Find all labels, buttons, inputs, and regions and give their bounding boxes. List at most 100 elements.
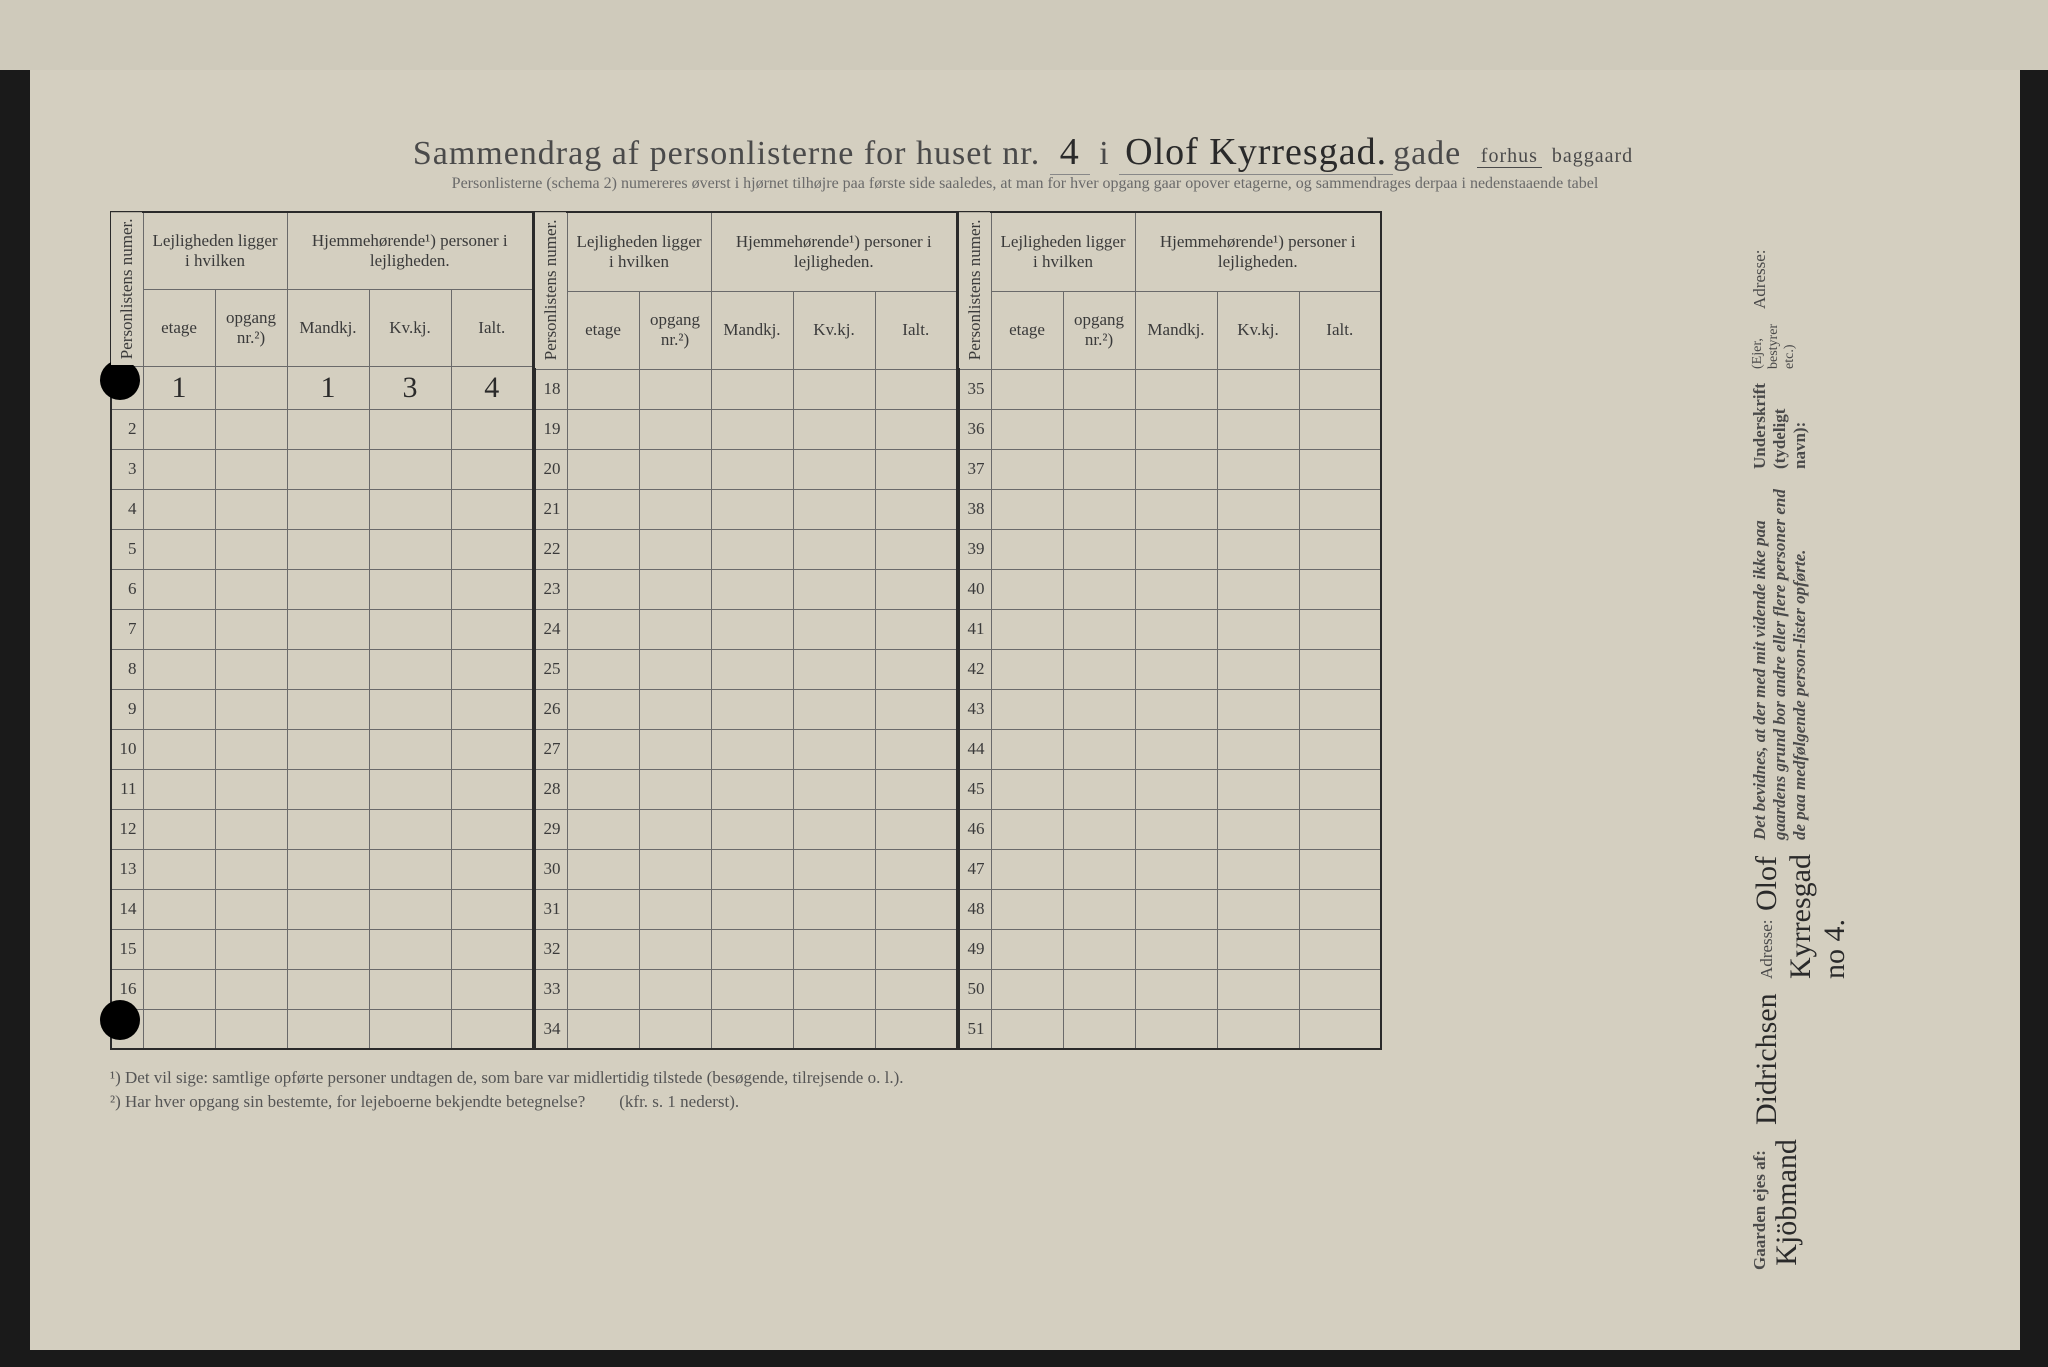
cell-etage xyxy=(567,929,639,969)
cell-ialt xyxy=(875,929,957,969)
row-number: 11 xyxy=(111,769,143,809)
row-number: 36 xyxy=(959,409,991,449)
cell-kvkj xyxy=(793,409,875,449)
cell-ialt xyxy=(875,769,957,809)
cell-opgang xyxy=(215,769,287,809)
cell-mandkj xyxy=(711,649,793,689)
cell-etage xyxy=(567,369,639,409)
cell-ialt xyxy=(451,969,533,1009)
cell-etage xyxy=(567,449,639,489)
row-number: 12 xyxy=(111,809,143,849)
table-row: 17 xyxy=(111,1009,533,1049)
row-number: 8 xyxy=(111,649,143,689)
cell-etage xyxy=(991,409,1063,449)
cell-mandkj xyxy=(1135,409,1217,449)
cell-ialt: 4 xyxy=(451,366,533,409)
cell-mandkj xyxy=(711,849,793,889)
cell-opgang xyxy=(639,489,711,529)
cell-mandkj xyxy=(287,689,369,729)
cell-opgang xyxy=(215,929,287,969)
table-row: 50 xyxy=(959,969,1381,1009)
cell-etage xyxy=(991,569,1063,609)
table-row: 33 xyxy=(535,969,957,1009)
row-number: 40 xyxy=(959,569,991,609)
col-group-lejlighed: Lejligheden ligger i hvilken xyxy=(567,212,711,291)
cell-opgang xyxy=(1063,769,1135,809)
cell-opgang xyxy=(639,889,711,929)
cell-opgang xyxy=(1063,849,1135,889)
owner-label: Gaarden ejes af: Kjöbmand xyxy=(1750,1139,1804,1270)
title-suffix: gade xyxy=(1393,135,1461,172)
cell-opgang xyxy=(639,569,711,609)
col-kvkj: Kv.kj. xyxy=(793,291,875,369)
cell-kvkj xyxy=(369,609,451,649)
cell-opgang xyxy=(1063,1009,1135,1049)
cell-kvkj xyxy=(793,729,875,769)
cell-mandkj xyxy=(711,529,793,569)
table-row: 13 xyxy=(111,849,533,889)
cell-ialt xyxy=(1299,969,1381,1009)
cell-ialt xyxy=(1299,769,1381,809)
table-row: 27 xyxy=(535,729,957,769)
street-handwritten: Olof Kyrresgad. xyxy=(1119,130,1393,175)
table-row: 48 xyxy=(959,889,1381,929)
cell-mandkj xyxy=(1135,529,1217,569)
cell-etage xyxy=(143,809,215,849)
cell-kvkj xyxy=(1217,889,1299,929)
row-number: 14 xyxy=(111,889,143,929)
cell-ialt xyxy=(1299,1009,1381,1049)
col-opgang: opgang nr.²) xyxy=(639,291,711,369)
col-etage: etage xyxy=(991,291,1063,369)
cell-opgang xyxy=(215,689,287,729)
cell-ialt xyxy=(1299,889,1381,929)
attestation: Det bevidnes, at der med mit vidende ikk… xyxy=(1750,483,1810,841)
cell-etage xyxy=(991,369,1063,409)
col-mandkj: Mandkj. xyxy=(287,290,369,367)
cell-ialt xyxy=(451,689,533,729)
cell-kvkj xyxy=(793,889,875,929)
row-number: 19 xyxy=(535,409,567,449)
table-row: 49 xyxy=(959,929,1381,969)
row-number: 32 xyxy=(535,929,567,969)
cell-ialt xyxy=(875,609,957,649)
cell-etage xyxy=(567,809,639,849)
cell-kvkj xyxy=(1217,529,1299,569)
cell-kvkj xyxy=(793,809,875,849)
row-number: 42 xyxy=(959,649,991,689)
cell-mandkj xyxy=(287,449,369,489)
cell-ialt xyxy=(875,809,957,849)
col-ialt: Ialt. xyxy=(875,291,957,369)
cell-etage xyxy=(991,1009,1063,1049)
cell-mandkj xyxy=(1135,849,1217,889)
cell-ialt xyxy=(1299,849,1381,889)
cell-ialt xyxy=(875,849,957,889)
cell-etage xyxy=(567,529,639,569)
table-row: 10 xyxy=(111,729,533,769)
cell-kvkj xyxy=(369,729,451,769)
cell-ialt xyxy=(451,1009,533,1049)
col-opgang: opgang nr.²) xyxy=(1063,291,1135,369)
table-row: 34 xyxy=(535,1009,957,1049)
cell-kvkj xyxy=(793,649,875,689)
cell-kvkj xyxy=(1217,689,1299,729)
cell-ialt xyxy=(1299,809,1381,849)
row-number: 39 xyxy=(959,529,991,569)
cell-mandkj xyxy=(1135,369,1217,409)
row-number: 50 xyxy=(959,969,991,1009)
cell-mandkj xyxy=(711,489,793,529)
cell-opgang xyxy=(1063,969,1135,1009)
cell-ialt xyxy=(1299,649,1381,689)
cell-mandkj xyxy=(1135,1009,1217,1049)
row-number: 4 xyxy=(111,489,143,529)
cell-ialt xyxy=(451,769,533,809)
cell-opgang xyxy=(215,409,287,449)
footnote-2-tail: (kfr. s. 1 nederst). xyxy=(619,1092,739,1111)
row-number: 21 xyxy=(535,489,567,529)
table-row: 23 xyxy=(535,569,957,609)
table-row: 6 xyxy=(111,569,533,609)
cell-etage xyxy=(991,649,1063,689)
cell-mandkj xyxy=(711,409,793,449)
document-page: Sammendrag af personlisterne for huset n… xyxy=(30,70,2020,1350)
title-mid: i xyxy=(1099,135,1109,172)
forhus-baggaard-fraction: forhus baggaard xyxy=(1477,145,1637,167)
